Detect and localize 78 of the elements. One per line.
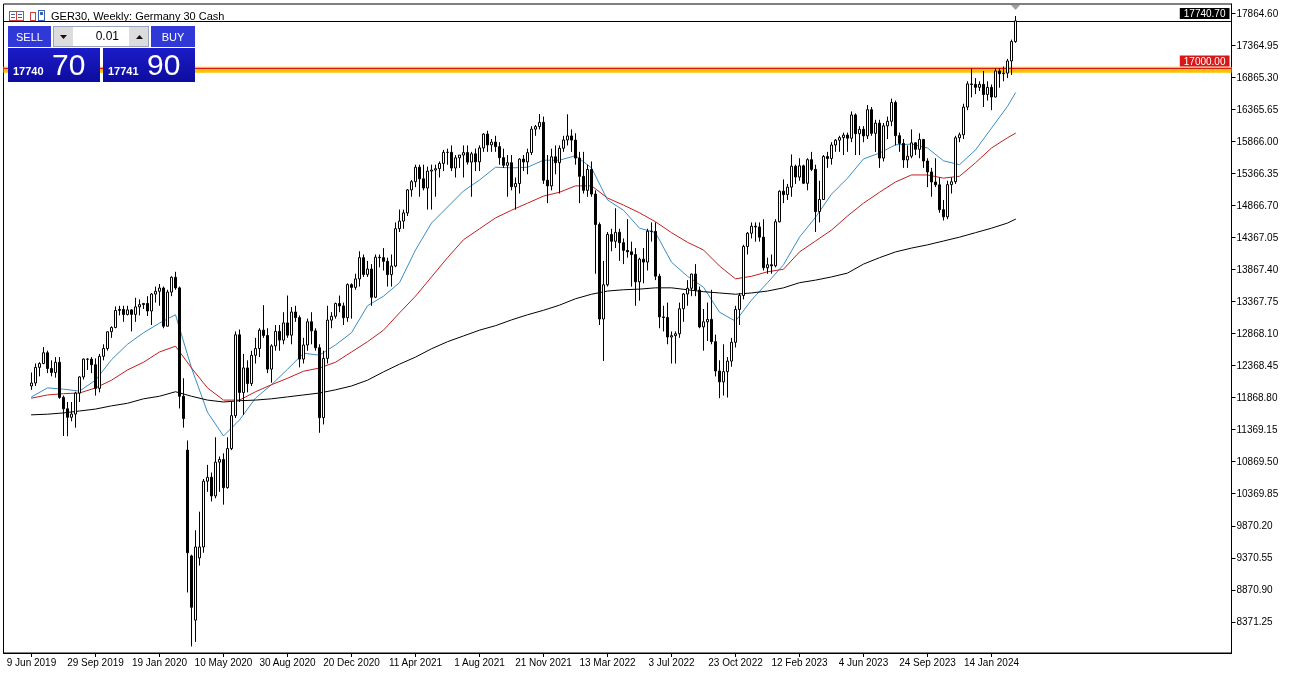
y-tick-label: 16865.30 [1236, 71, 1279, 83]
candlestick [94, 357, 97, 397]
x-tick-label: 10 May 2020 [194, 656, 253, 668]
x-tick-label: 21 Nov 2021 [515, 656, 573, 668]
annotation: 70 [52, 48, 86, 81]
y-tick-label: 15866.00 [1236, 135, 1279, 147]
candlestick [162, 286, 165, 329]
candlestick [838, 135, 841, 153]
y-tick-label: 15366.35 [1236, 167, 1279, 179]
candlestick [854, 112, 857, 156]
y-tick-label: 9370.55 [1236, 552, 1274, 564]
candlestick [798, 157, 801, 182]
y-tick-label: 13367.75 [1236, 295, 1279, 307]
x-tick-label: 23 Oct 2022 [708, 656, 764, 668]
y-tick-label: 8870.90 [1236, 584, 1274, 596]
y-tick-label: 10369.85 [1236, 488, 1279, 500]
x-tick-label: 12 Feb 2023 [771, 656, 829, 668]
candlestick [34, 363, 37, 387]
candlestick [830, 141, 833, 166]
text: GER30, Weekly: Germany 30 Cash [51, 9, 225, 22]
x-tick-label: 9 Jun 2019 [6, 656, 57, 668]
y-tick-label: 12368.45 [1236, 360, 1279, 372]
number-field: 0.01 [53, 26, 149, 47]
candlestick [982, 70, 985, 108]
line-series [31, 92, 1016, 437]
buy-button: BUY [151, 26, 195, 47]
x-tick-label: 29 Sep 2019 [67, 656, 125, 668]
y-tick-label: 9870.20 [1236, 520, 1274, 532]
x-tick-label: 4 Jun 2023 [838, 656, 889, 668]
annotation: 17740 [13, 65, 44, 77]
x-tick-label: 11 Apr 2021 [388, 656, 443, 668]
candlestick [346, 282, 349, 323]
y-tick-label: 14866.70 [1236, 199, 1279, 211]
y-tick-label: 17864.60 [1236, 7, 1279, 19]
price-box: 17740 70 [8, 48, 100, 82]
x-tick-label: 24 Sep 2023 [899, 656, 957, 668]
candlestick [754, 221, 757, 243]
candlestick [722, 343, 725, 397]
y-tick-label: 17364.95 [1236, 39, 1279, 51]
candlestick [186, 439, 189, 594]
sell-button: SELL [8, 26, 51, 47]
candlestick [426, 166, 429, 211]
y-tick-label: 10869.50 [1236, 456, 1279, 468]
y-tick-label: 11369.15 [1236, 424, 1278, 436]
price-box: 17741 90 [103, 48, 195, 82]
y-tick-label: 8371.25 [1236, 616, 1274, 628]
candlestick [790, 153, 793, 198]
y-tick-label: 11868.80 [1236, 392, 1278, 404]
y-tick-label: 13867.40 [1236, 263, 1279, 275]
ref-line-label: 17000.00 [1183, 55, 1226, 67]
x-tick-label: 14 Jan 2024 [963, 656, 1020, 668]
annotation: 17741 [108, 65, 139, 77]
candlestick [358, 250, 361, 288]
candlestick [418, 164, 421, 198]
x-tick-label: 3 Jul 2022 [648, 656, 696, 668]
line-series [31, 132, 1016, 401]
candlestick [762, 218, 765, 272]
x-tick-label: 1 Aug 2021 [454, 656, 506, 668]
x-tick-label: 13 Mar 2022 [579, 656, 637, 668]
annotation: 0.01 [95, 29, 119, 43]
ref-line-label: 17740.70 [1183, 8, 1226, 20]
candlestick [122, 305, 125, 323]
candlestick [214, 436, 217, 499]
candlestick [486, 130, 489, 153]
x-tick-label: 19 Jan 2020 [131, 656, 188, 668]
candlestick [866, 104, 869, 140]
y-tick-label: 16365.65 [1236, 103, 1279, 115]
candlestick [462, 144, 465, 179]
candlestick [430, 164, 433, 211]
annotation: 90 [147, 48, 181, 81]
candlestick [46, 350, 49, 374]
x-tick-label: 30 Aug 2020 [259, 656, 317, 668]
y-tick-label: 14367.05 [1236, 231, 1279, 243]
y-tick-label: 12868.10 [1236, 328, 1279, 339]
x-tick-label: 20 Dec 2020 [323, 656, 381, 668]
candlestick [946, 180, 949, 220]
candlestick [842, 132, 845, 156]
candlestick [878, 119, 881, 169]
